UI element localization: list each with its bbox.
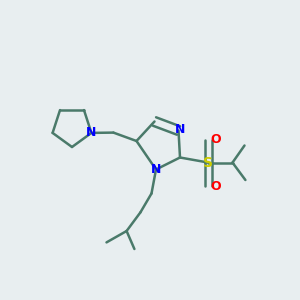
Text: N: N — [86, 126, 97, 140]
Text: N: N — [175, 122, 185, 136]
Text: O: O — [211, 179, 221, 193]
Text: N: N — [151, 163, 161, 176]
Text: O: O — [211, 133, 221, 146]
Text: S: S — [203, 156, 214, 170]
